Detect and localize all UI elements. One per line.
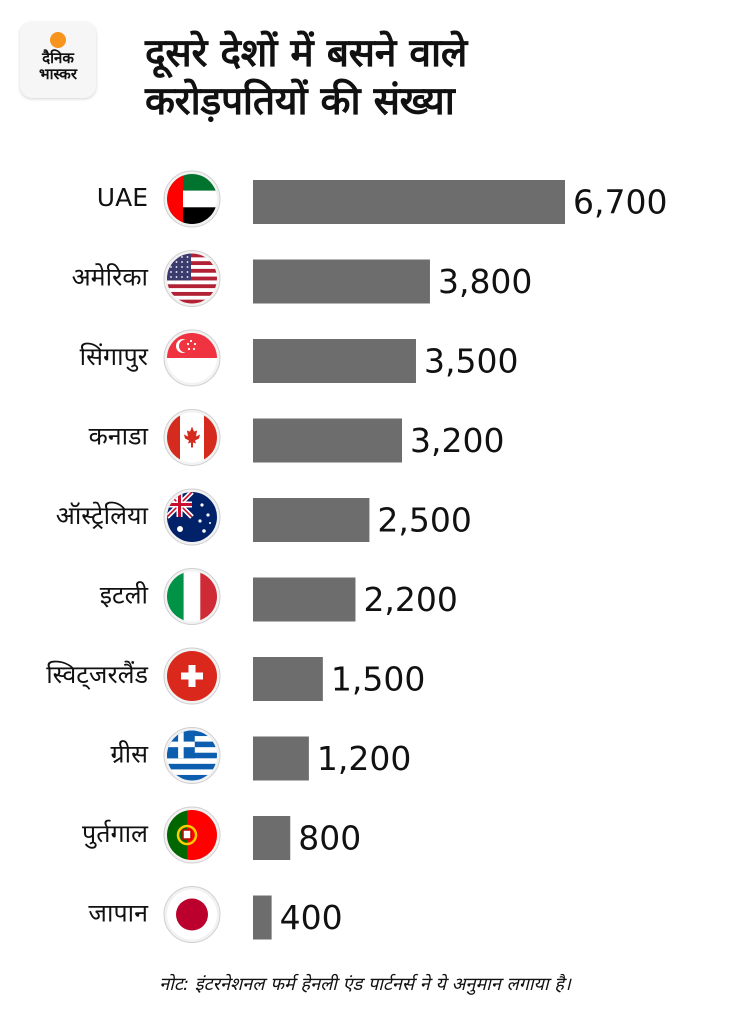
category-label: कनाडा xyxy=(89,422,149,451)
bar-chart: UAE 6,700 अमेरिका 3,800 सिंगापुर 3,500 कनाडा 3,… xyxy=(46,170,667,943)
category-label: इटली xyxy=(100,581,149,610)
canada-flag-icon xyxy=(163,409,221,466)
value-label: 800 xyxy=(298,819,361,858)
value-label: 400 xyxy=(280,898,343,937)
category-label: पुर्तगाल xyxy=(82,819,149,849)
bar xyxy=(253,657,323,701)
value-label: 1,200 xyxy=(317,739,411,778)
brand-logo: दैनिक भास्कर xyxy=(20,22,96,98)
uae-flag-icon xyxy=(163,170,221,228)
category-label: जापान xyxy=(88,899,149,928)
value-label: 2,500 xyxy=(377,501,471,540)
usa-flag-icon xyxy=(163,250,221,307)
value-label: 3,500 xyxy=(424,342,518,381)
value-label: 1,500 xyxy=(331,660,425,699)
portugal-flag-icon xyxy=(163,806,221,864)
bar xyxy=(253,418,403,463)
bar xyxy=(253,736,309,781)
value-label: 3,800 xyxy=(438,262,532,301)
greece-flag-icon xyxy=(163,727,221,784)
switzerland-flag-icon xyxy=(163,647,221,705)
singapore-flag-icon xyxy=(163,329,221,387)
page-title: दूसरे देशों में बसने वाले करोड़पतियों की… xyxy=(145,31,467,124)
category-label: ग्रीस xyxy=(111,740,150,769)
italy-flag-icon xyxy=(163,568,221,625)
bar xyxy=(253,816,291,860)
value-label: 2,200 xyxy=(363,580,457,619)
logo-text: दैनिक भास्कर xyxy=(39,49,77,83)
value-label: 3,200 xyxy=(410,421,504,460)
value-label: 6,700 xyxy=(573,183,667,222)
bar xyxy=(253,577,356,622)
bar xyxy=(253,180,565,224)
footnote: नोट: इंटरनेशनल फर्म हेनली एंड पार्टनर्स … xyxy=(159,974,571,995)
australia-flag-icon xyxy=(163,488,221,546)
category-label: ऑस्ट्रेलिया xyxy=(56,501,149,530)
bar xyxy=(253,498,370,542)
bar xyxy=(253,259,430,304)
category-label: अमेरिका xyxy=(72,263,149,292)
bar xyxy=(253,895,272,940)
japan-flag-icon xyxy=(163,886,221,943)
bar xyxy=(253,339,416,383)
category-label: UAE xyxy=(97,183,148,212)
category-label: सिंगापुर xyxy=(80,342,149,372)
sun-icon xyxy=(50,32,66,48)
category-label: स्विट्जरलैंड xyxy=(46,660,148,690)
